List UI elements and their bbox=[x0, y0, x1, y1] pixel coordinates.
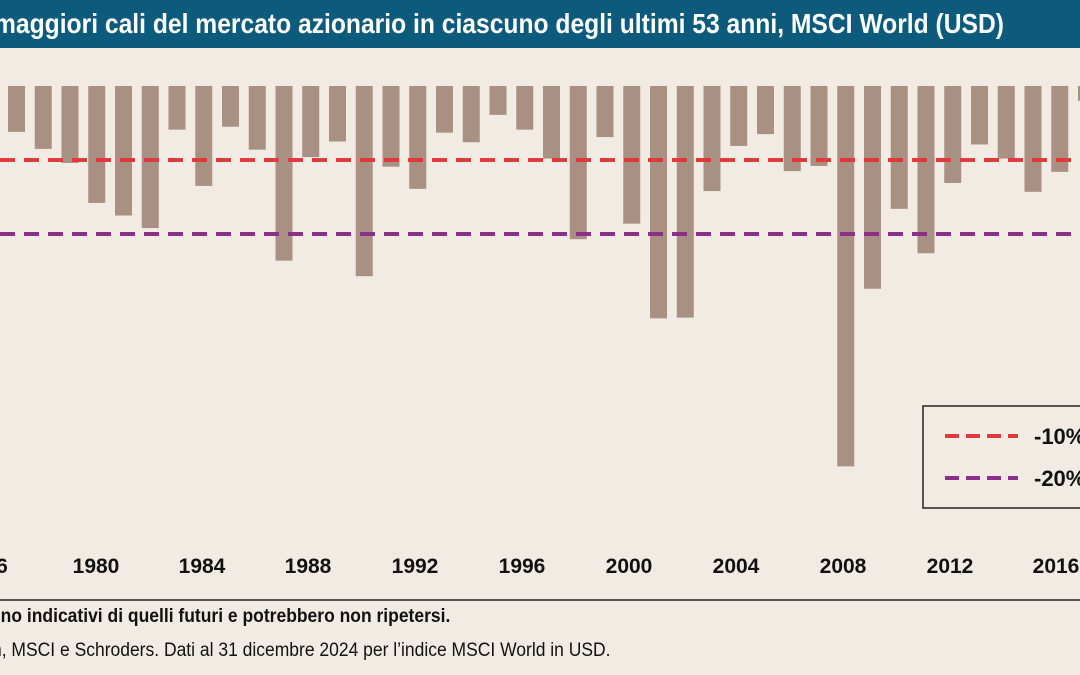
chart-area: 6 1980 1984 1988 1992 1996 2000 2004 2008 2012 201… bbox=[0, 86, 1080, 601]
x-tick-label: 1980 bbox=[73, 555, 120, 578]
bar-2010 bbox=[890, 86, 908, 209]
bar-1982 bbox=[141, 86, 159, 229]
bar-1978 bbox=[34, 86, 52, 149]
x-axis: 6 1980 1984 1988 1992 1996 2000 2004 2008 2012 201… bbox=[0, 555, 1080, 601]
x-tick-label: 1992 bbox=[392, 555, 439, 578]
bar-1988 bbox=[302, 86, 320, 158]
x-tick-label: 6 bbox=[0, 555, 8, 578]
footer-note: ono indicativi di quelli futuri e potreb… bbox=[0, 606, 451, 627]
bar-2005 bbox=[757, 86, 774, 135]
bar-2006 bbox=[783, 86, 801, 172]
footer-source: n, MSCI e Schroders. Dati al 31 dicembre… bbox=[0, 640, 611, 661]
bar-2002 bbox=[676, 86, 694, 318]
bar-2011 bbox=[917, 86, 935, 254]
legend-label: -20% bbox=[1034, 466, 1080, 491]
bar-1979 bbox=[61, 86, 79, 163]
x-tick-label: 2008 bbox=[820, 555, 867, 578]
bar-2007 bbox=[810, 86, 828, 166]
bar-1987 bbox=[275, 86, 293, 261]
bar-1994 bbox=[462, 86, 480, 143]
bar-1977 bbox=[8, 86, 25, 132]
bar-1985 bbox=[222, 86, 239, 127]
bar-1980 bbox=[88, 86, 106, 203]
bar-1990 bbox=[355, 86, 373, 277]
bar-1986 bbox=[248, 86, 266, 150]
x-tick-label: 2016 bbox=[1033, 555, 1080, 578]
bar-1981 bbox=[115, 86, 132, 216]
bar-2017 bbox=[1078, 86, 1080, 101]
chart-title-bar: maggiori cali del mercato azionario in c… bbox=[0, 0, 1080, 48]
bar-1996 bbox=[516, 86, 534, 130]
bar-1999 bbox=[596, 86, 614, 138]
x-tick-label: 1996 bbox=[499, 555, 546, 578]
bar-1989 bbox=[329, 86, 346, 142]
legend-box bbox=[922, 405, 1080, 509]
legend-label: -10% bbox=[1034, 424, 1080, 449]
x-tick-label: 2000 bbox=[606, 555, 653, 578]
bar-2003 bbox=[703, 86, 721, 192]
bar-2001 bbox=[650, 86, 667, 319]
bar-1991 bbox=[382, 86, 400, 167]
bar-1983 bbox=[168, 86, 186, 130]
bar-1984 bbox=[195, 86, 213, 186]
bar-1998 bbox=[569, 86, 587, 240]
bar-1997 bbox=[543, 86, 560, 159]
bar-1995 bbox=[489, 86, 507, 115]
bar-2012 bbox=[944, 86, 962, 183]
bar-2009 bbox=[864, 86, 881, 289]
bar-2013 bbox=[971, 86, 988, 145]
bar-2008 bbox=[837, 86, 855, 467]
bar-2014 bbox=[997, 86, 1015, 159]
chart-title: maggiori cali del mercato azionario in c… bbox=[0, 8, 1004, 39]
bar-1992 bbox=[409, 86, 427, 189]
bar-2015 bbox=[1024, 86, 1042, 192]
x-tick-label: 2004 bbox=[713, 555, 760, 578]
x-tick-label: 2012 bbox=[927, 555, 974, 578]
bar-2004 bbox=[730, 86, 748, 146]
x-tick-label: 1984 bbox=[179, 555, 226, 578]
bars-group bbox=[8, 86, 1080, 467]
bar-2016 bbox=[1051, 86, 1069, 172]
bar-2000 bbox=[623, 86, 641, 224]
bar-1993 bbox=[436, 86, 453, 133]
legend: -10% -20% bbox=[922, 405, 1080, 509]
x-tick-label: 1988 bbox=[285, 555, 332, 578]
reference-lines-group bbox=[0, 158, 1080, 236]
